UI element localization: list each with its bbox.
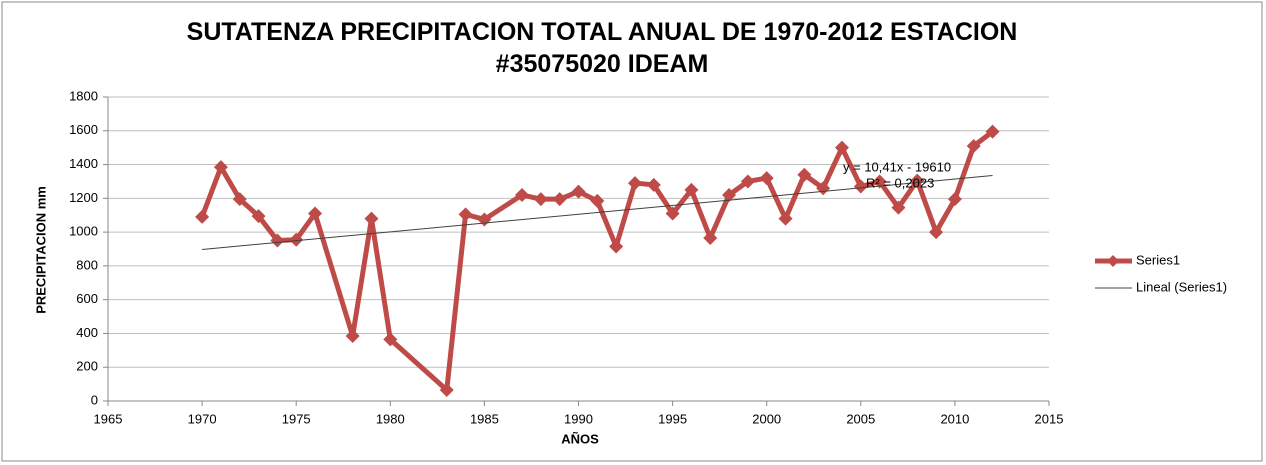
annotation: R² = 0,2023 xyxy=(866,175,934,190)
marker xyxy=(684,182,699,197)
x-axis-label: AÑOS xyxy=(561,431,599,446)
y-tick-label: 1400 xyxy=(69,156,98,171)
marker xyxy=(853,179,868,194)
marker xyxy=(929,225,944,240)
marker xyxy=(251,209,266,224)
marker xyxy=(308,206,323,221)
chart-title: SUTATENZA PRECIPITACION TOTAL ANUAL DE 1… xyxy=(187,18,1018,78)
marker xyxy=(533,192,548,207)
legend-marker xyxy=(1107,255,1119,267)
marker xyxy=(797,167,812,182)
marker xyxy=(872,174,887,189)
marker xyxy=(364,211,379,226)
marker xyxy=(458,207,473,222)
y-tick-label: 1000 xyxy=(69,224,98,239)
marker xyxy=(609,239,624,254)
x-tick-label: 2005 xyxy=(846,411,875,426)
marker xyxy=(213,160,228,175)
x-tick-label: 1990 xyxy=(564,411,593,426)
marker xyxy=(834,140,849,155)
marker xyxy=(966,138,981,153)
marker xyxy=(985,124,1000,139)
trend-line xyxy=(202,175,993,251)
y-tick-label: 1800 xyxy=(69,88,98,103)
marker xyxy=(345,328,360,343)
marker xyxy=(627,176,642,191)
y-tick-label: 800 xyxy=(76,257,98,272)
y-tick-label: 400 xyxy=(76,325,98,340)
y-tick-label: 0 xyxy=(91,392,98,407)
marker xyxy=(759,171,774,186)
y-tick-label: 1600 xyxy=(69,122,98,137)
x-tick-label: 1985 xyxy=(470,411,499,426)
y-tick-label: 200 xyxy=(76,359,98,374)
marker xyxy=(515,187,530,202)
x-tick-label: 1970 xyxy=(188,411,217,426)
marker xyxy=(703,231,718,246)
legend-label: Lineal (Series1) xyxy=(1136,279,1227,294)
marker xyxy=(270,233,285,248)
x-tick-label: 2000 xyxy=(752,411,781,426)
x-tick-label: 1995 xyxy=(658,411,687,426)
y-tick-label: 600 xyxy=(76,291,98,306)
x-tick-label: 1975 xyxy=(282,411,311,426)
y-axis-label: PRECIPITACION mm xyxy=(33,186,48,314)
x-tick-label: 2010 xyxy=(940,411,969,426)
marker xyxy=(947,192,962,207)
marker xyxy=(590,193,605,208)
marker xyxy=(571,184,586,199)
marker xyxy=(778,211,793,226)
x-tick-label: 2015 xyxy=(1035,411,1064,426)
marker xyxy=(910,173,925,188)
x-tick-label: 1965 xyxy=(94,411,123,426)
marker xyxy=(383,332,398,347)
marker xyxy=(289,232,304,247)
x-tick-label: 1980 xyxy=(376,411,405,426)
marker xyxy=(891,200,906,215)
marker xyxy=(646,177,661,192)
y-tick-label: 1200 xyxy=(69,190,98,205)
legend-label: Series1 xyxy=(1136,252,1180,267)
marker xyxy=(232,192,247,207)
marker xyxy=(552,192,567,207)
marker xyxy=(195,209,210,224)
annotation: y = 10,41x - 19610 xyxy=(843,159,951,174)
marker xyxy=(740,174,755,189)
marker xyxy=(439,383,454,398)
marker xyxy=(665,206,680,221)
marker xyxy=(722,187,737,202)
